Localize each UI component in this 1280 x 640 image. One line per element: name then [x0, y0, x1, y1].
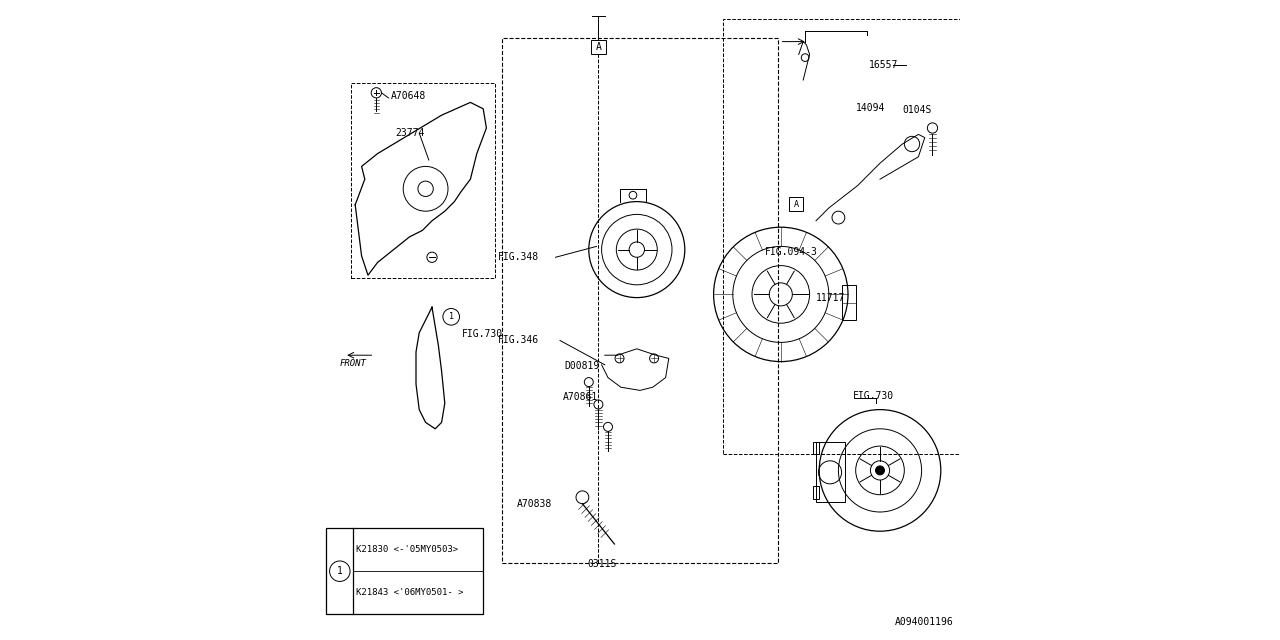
Bar — [788, 197, 804, 211]
Text: A70861: A70861 — [563, 392, 599, 402]
Bar — [842, 285, 855, 320]
Circle shape — [876, 466, 884, 475]
Text: FIG.094-3: FIG.094-3 — [765, 246, 818, 257]
Text: FIG.348: FIG.348 — [498, 252, 539, 262]
Text: 14094: 14094 — [856, 102, 886, 113]
Text: A: A — [595, 42, 602, 52]
Text: 1: 1 — [337, 566, 343, 576]
Text: A70648: A70648 — [390, 91, 426, 101]
Text: 11717: 11717 — [817, 292, 845, 303]
Bar — [813, 442, 819, 454]
Text: 16557: 16557 — [869, 60, 899, 70]
Text: K21843 <'06MY0501- >: K21843 <'06MY0501- > — [356, 588, 463, 597]
Text: 1: 1 — [449, 312, 453, 321]
Text: FIG.730: FIG.730 — [852, 390, 893, 401]
Text: 23774: 23774 — [396, 128, 425, 138]
Text: FIG.730: FIG.730 — [462, 329, 503, 339]
Text: 0104S: 0104S — [902, 105, 932, 115]
Bar — [817, 442, 845, 502]
Text: FIG.346: FIG.346 — [498, 335, 539, 346]
Text: FRONT: FRONT — [340, 359, 366, 368]
Text: A70838: A70838 — [517, 499, 553, 509]
Text: K21830 <-'05MY0503>: K21830 <-'05MY0503> — [356, 545, 458, 554]
Bar — [502, 38, 777, 563]
Bar — [326, 528, 484, 614]
Bar — [813, 486, 819, 499]
Text: D00819: D00819 — [564, 361, 600, 371]
Text: 0311S: 0311S — [588, 559, 617, 570]
Bar — [351, 83, 495, 278]
Text: A094001196: A094001196 — [895, 617, 954, 627]
Text: A: A — [794, 200, 799, 209]
Bar — [723, 19, 960, 454]
Bar — [591, 40, 607, 54]
